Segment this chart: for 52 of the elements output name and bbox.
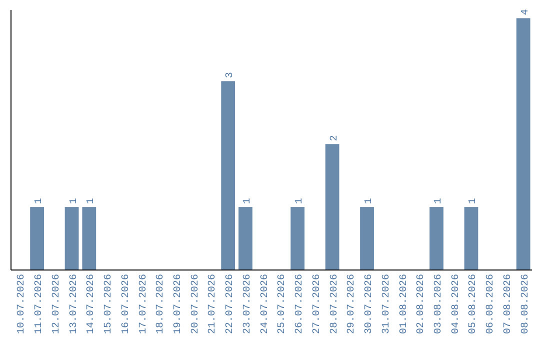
x-tick-label: 15.07.2026 bbox=[104, 274, 115, 334]
x-tick-label: 05.08.2026 bbox=[468, 274, 480, 334]
bar bbox=[430, 207, 444, 270]
x-tick-label: 02.08.2026 bbox=[416, 274, 428, 334]
data-label: 1 bbox=[68, 198, 80, 204]
data-label: 1 bbox=[242, 198, 254, 204]
x-tick-label: 14.07.2026 bbox=[86, 274, 98, 334]
x-tick-label: 23.07.2026 bbox=[242, 274, 254, 334]
bar bbox=[82, 207, 96, 270]
x-tick-label: 21.07.2026 bbox=[208, 274, 219, 334]
data-label: 1 bbox=[364, 198, 376, 204]
x-tick-label: 30.07.2026 bbox=[364, 274, 376, 334]
bar bbox=[64, 207, 79, 270]
data-label: 1 bbox=[86, 198, 98, 204]
bar bbox=[360, 207, 374, 270]
x-tick-label: 03.08.2026 bbox=[433, 274, 444, 334]
x-tick-label: 24.07.2026 bbox=[260, 274, 271, 334]
bar bbox=[221, 81, 236, 270]
x-tick-label: 18.07.2026 bbox=[156, 274, 167, 334]
x-tick-label: 20.07.2026 bbox=[190, 274, 202, 334]
x-tick-label: 04.08.2026 bbox=[450, 274, 462, 334]
data-label: 1 bbox=[468, 198, 480, 204]
data-label: 2 bbox=[329, 135, 340, 142]
bar bbox=[516, 18, 530, 270]
data-label: 3 bbox=[225, 72, 236, 78]
x-tick-label: 31.07.2026 bbox=[381, 274, 392, 334]
bar bbox=[325, 144, 340, 270]
data-label: 1 bbox=[433, 198, 444, 204]
x-tick-label: 11.07.2026 bbox=[34, 274, 46, 334]
x-tick-label: 26.07.2026 bbox=[294, 274, 306, 334]
data-label: 1 bbox=[294, 198, 306, 204]
bar bbox=[30, 207, 44, 270]
x-tick-label: 06.08.2026 bbox=[486, 274, 497, 334]
x-tick-label: 22.07.2026 bbox=[225, 274, 236, 334]
data-label: 4 bbox=[520, 9, 532, 16]
x-tick-label: 13.07.2026 bbox=[68, 274, 80, 334]
bar bbox=[464, 207, 478, 270]
x-tick-label: 19.07.2026 bbox=[172, 274, 184, 334]
x-tick-label: 25.07.2026 bbox=[277, 274, 288, 334]
x-tick-label: 10.07.2026 bbox=[16, 274, 28, 334]
x-tick-label: 17.07.2026 bbox=[138, 274, 150, 334]
x-tick-label: 01.08.2026 bbox=[398, 274, 410, 334]
bar bbox=[238, 207, 252, 270]
x-tick-label: 07.08.2026 bbox=[502, 274, 514, 334]
data-label: 1 bbox=[34, 198, 46, 204]
x-tick-label: 08.08.2026 bbox=[520, 274, 532, 334]
x-tick-label: 12.07.2026 bbox=[51, 274, 62, 334]
bar bbox=[290, 207, 304, 270]
x-tick-label: 16.07.2026 bbox=[120, 274, 132, 334]
x-tick-label: 28.07.2026 bbox=[329, 274, 340, 334]
x-tick-label: 27.07.2026 bbox=[312, 274, 323, 334]
x-tick-label: 29.07.2026 bbox=[346, 274, 358, 334]
